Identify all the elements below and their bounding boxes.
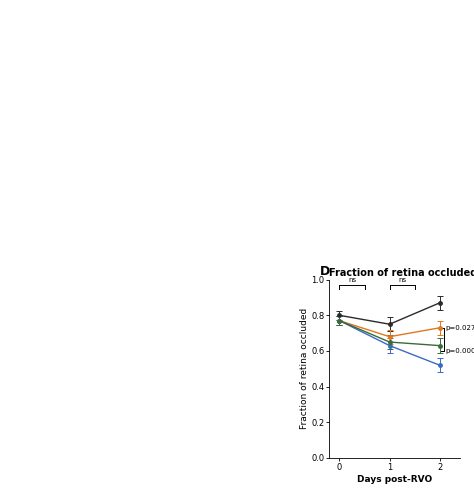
Text: p=0.027: p=0.027 [446, 325, 474, 331]
Text: ns: ns [398, 277, 406, 283]
Text: ns: ns [348, 277, 356, 283]
Text: D: D [320, 265, 330, 278]
Text: Fraction of retina occluded: Fraction of retina occluded [329, 267, 474, 278]
Text: p=0.0006: p=0.0006 [446, 348, 474, 354]
X-axis label: Days post-RVO: Days post-RVO [357, 475, 432, 484]
Y-axis label: Fraction of retina occluded: Fraction of retina occluded [300, 308, 309, 429]
